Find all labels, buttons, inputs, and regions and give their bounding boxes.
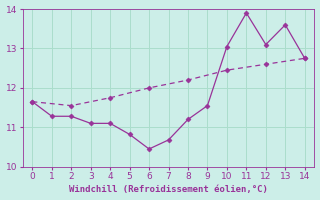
X-axis label: Windchill (Refroidissement éolien,°C): Windchill (Refroidissement éolien,°C) — [69, 185, 268, 194]
